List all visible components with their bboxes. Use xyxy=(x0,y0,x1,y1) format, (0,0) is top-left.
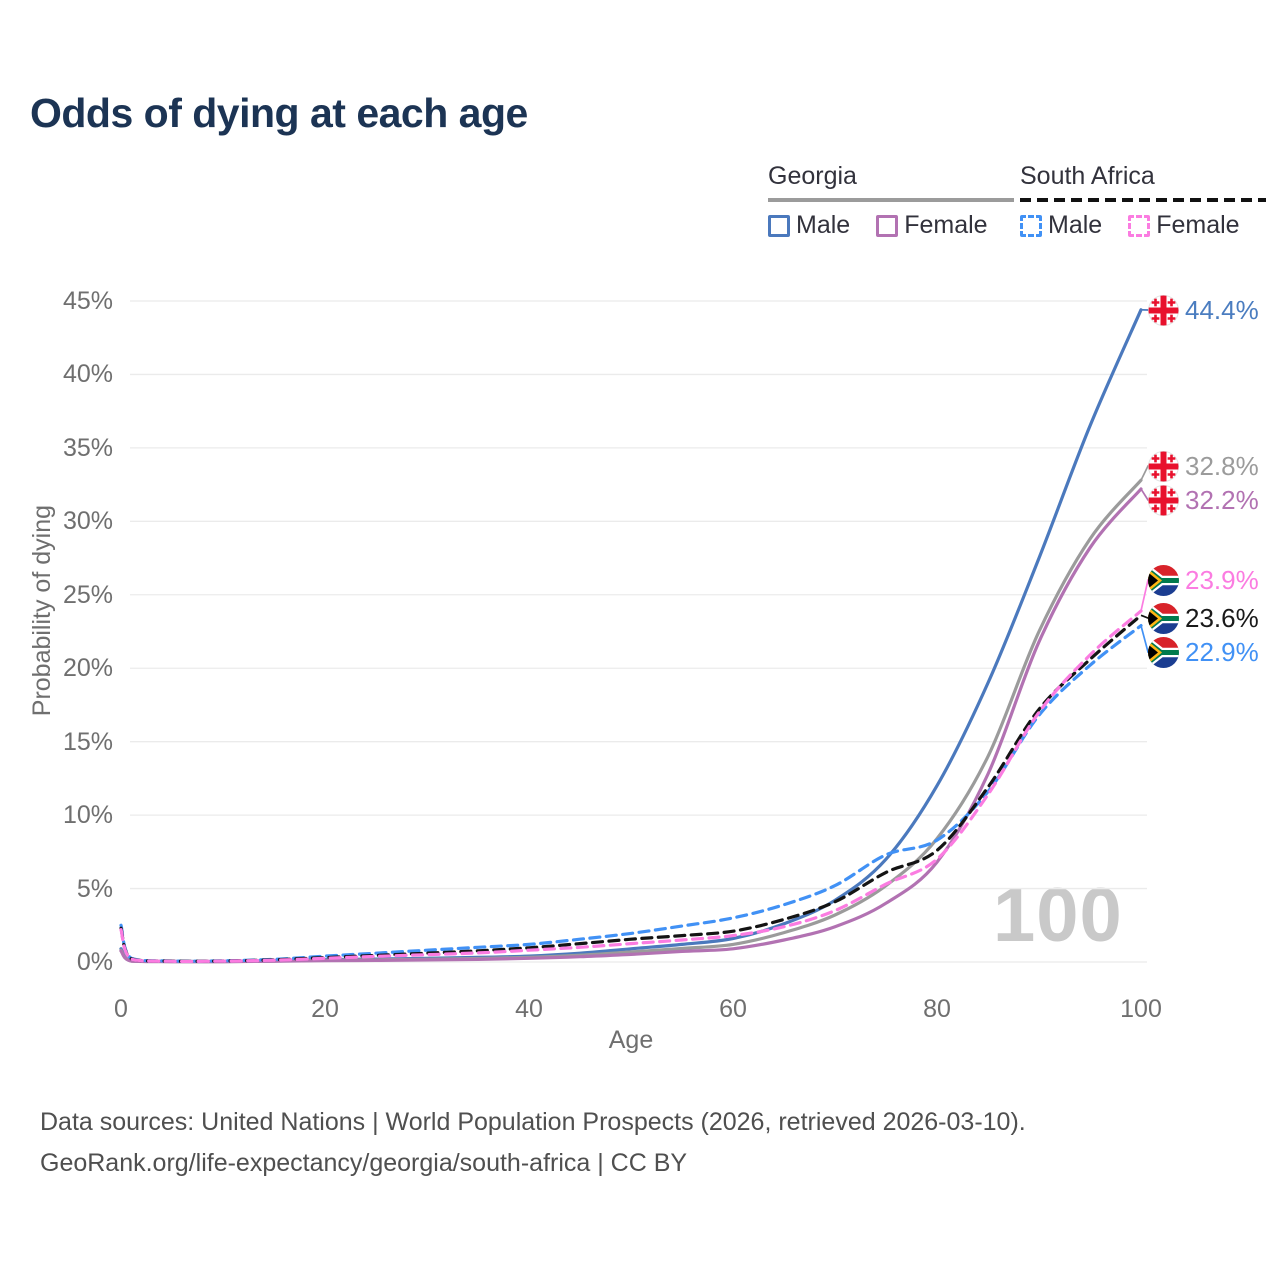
x-tick-label: 40 xyxy=(515,995,543,1023)
end-label-south-africa-male: 22.9% xyxy=(1148,636,1259,668)
x-tick-label: 60 xyxy=(719,995,747,1023)
x-tick-label: 100 xyxy=(1120,995,1162,1023)
south-africa-flag-icon xyxy=(1148,565,1179,596)
end-value-south-africa-male: 22.9% xyxy=(1185,636,1259,667)
end-value-georgia-female: 32.2% xyxy=(1185,484,1259,515)
georgia-flag-icon xyxy=(1148,451,1179,482)
south-africa-flag-icon xyxy=(1148,637,1179,668)
x-tick-label: 80 xyxy=(923,995,951,1023)
legend-south-africa-male[interactable]: Male xyxy=(1020,211,1102,240)
end-value-georgia-both: 32.8% xyxy=(1185,450,1259,481)
end-label-south-africa-female: 23.9% xyxy=(1148,564,1259,596)
y-tick-label: 15% xyxy=(62,727,113,756)
south-africa-flag-icon xyxy=(1148,603,1179,634)
y-tick-label: 0% xyxy=(76,948,113,976)
end-value-south-africa-both: 23.6% xyxy=(1185,602,1259,633)
south-africa-female-swatch-icon xyxy=(1128,214,1151,237)
end-value-georgia-male: 44.4% xyxy=(1185,294,1259,325)
end-value-south-africa-female: 23.9% xyxy=(1185,564,1259,595)
legend-south-africa-title: South Africa xyxy=(1020,162,1155,190)
y-tick-label: 30% xyxy=(62,507,113,536)
south-africa-male-swatch-icon xyxy=(1020,214,1042,237)
y-tick-label: 20% xyxy=(62,654,113,683)
attribution-link-text[interactable]: GeoRank.org/life-expectancy/georgia/sout… xyxy=(40,1149,688,1177)
age-watermark: 100 xyxy=(993,873,1123,958)
page-title: Odds of dying at each age xyxy=(30,90,528,136)
y-tick-label: 25% xyxy=(62,580,113,609)
legend-group-south-africa: South Africa Male Female xyxy=(1020,162,1266,240)
legend-group-georgia: Georgia Male Female xyxy=(768,162,1014,240)
end-label-south-africa-both: 23.6% xyxy=(1148,602,1259,634)
y-tick-label: 35% xyxy=(62,433,113,462)
data-sources-text: Data sources: United Nations | World Pop… xyxy=(40,1108,1026,1136)
y-tick-label: 5% xyxy=(76,874,113,903)
legend-south-africa-female[interactable]: Female xyxy=(1128,211,1240,240)
x-axis-title: Age xyxy=(608,1026,654,1054)
legend-georgia-title: Georgia xyxy=(768,162,857,190)
legend-georgia-female-label: Female xyxy=(904,211,988,239)
y-tick-label: 45% xyxy=(62,287,113,315)
end-label-georgia-both: 32.8% xyxy=(1148,450,1259,482)
legend-georgia-male-label: Male xyxy=(796,211,851,239)
legend-georgia-female[interactable]: Female xyxy=(876,211,988,240)
y-axis-title: Probability of dying xyxy=(28,505,56,717)
x-tick-label: 20 xyxy=(311,995,339,1023)
legend-georgia-male[interactable]: Male xyxy=(768,211,850,240)
y-tick-label: 40% xyxy=(62,360,113,389)
end-label-georgia-female: 32.2% xyxy=(1148,484,1259,516)
south-africa-dashed-line-swatch-icon xyxy=(1020,198,1266,202)
georgia-male-swatch-icon xyxy=(768,214,790,237)
georgia-flag-icon xyxy=(1148,295,1179,326)
x-tick-label: 0 xyxy=(114,995,128,1023)
legend-south-africa-female-label: Female xyxy=(1156,211,1240,239)
legend-south-africa-male-label: Male xyxy=(1048,211,1103,239)
end-label-georgia-male: 44.4% xyxy=(1148,294,1259,326)
georgia-female-swatch-icon xyxy=(876,214,899,237)
y-tick-label: 10% xyxy=(62,801,113,830)
georgia-solid-line-swatch-icon xyxy=(768,198,1014,202)
georgia-flag-icon xyxy=(1148,485,1179,516)
